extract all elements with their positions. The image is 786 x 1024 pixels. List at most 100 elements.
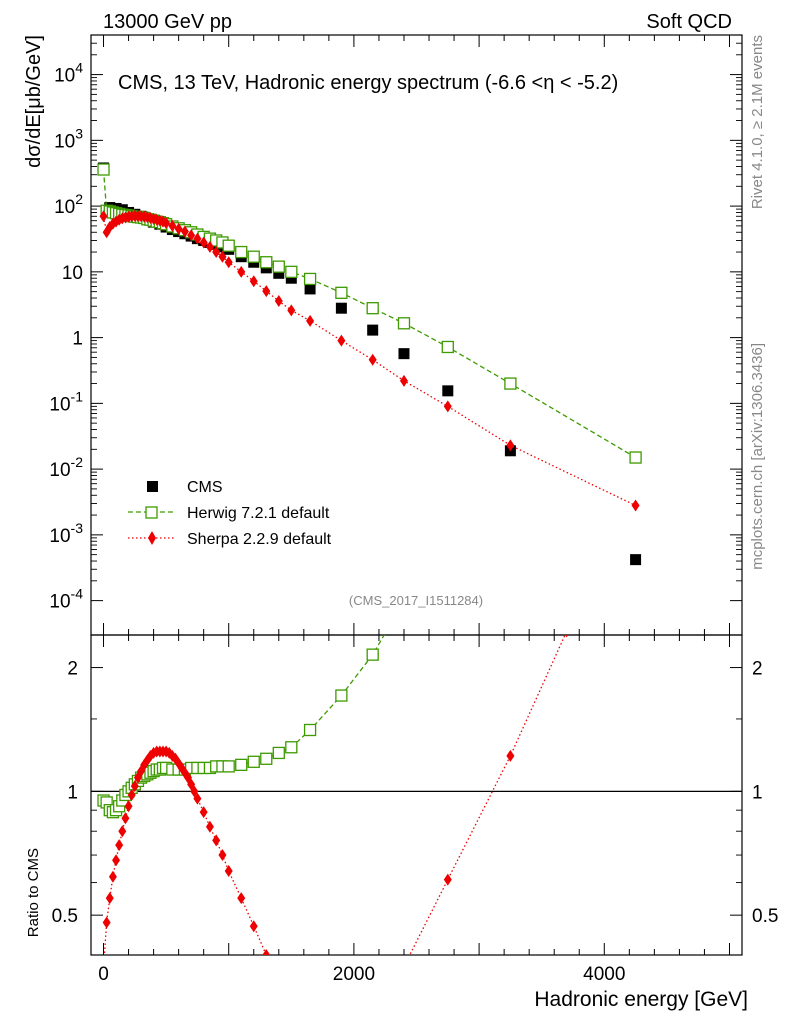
ratio-point <box>247 755 260 768</box>
legend-label-herwig: Herwig 7.2.1 default <box>187 505 330 522</box>
main-ytick-label: 10-1 <box>49 388 83 415</box>
data-point <box>222 239 235 252</box>
data-point <box>218 250 227 263</box>
main-axis-ticks: 10-4 10-3 10-2 10-1 1 10 102 103 104 <box>49 35 742 635</box>
main-plot-area <box>97 162 642 566</box>
analysis-tag: (CMS_2017_I1511284) <box>349 593 483 608</box>
data-point <box>235 245 248 259</box>
data-point <box>287 304 296 317</box>
data-point <box>212 246 221 259</box>
ratio-point <box>235 758 248 771</box>
ratio-point <box>130 780 139 793</box>
main-series-herwig <box>97 163 642 464</box>
ratio-point <box>124 800 133 813</box>
data-point <box>337 334 346 347</box>
main-ytick-label: 10 <box>62 263 83 284</box>
x-axis-label: Hadronic energy [GeV] <box>534 988 748 1011</box>
data-point <box>205 240 214 253</box>
data-point <box>274 295 283 308</box>
data-point <box>273 267 285 279</box>
ratio-point <box>224 865 233 878</box>
data-point <box>335 286 348 299</box>
x-tick-label: 2000 <box>333 964 375 985</box>
data-point <box>335 302 347 314</box>
ratio-ytick-label: 0.5 <box>52 906 78 927</box>
legend-entry-herwig: Herwig 7.2.1 default <box>128 505 330 522</box>
ratio-axis-ticks: 0.5 0.5 1 1 2 2 0 2000 4000 <box>52 635 778 985</box>
data-point <box>441 340 454 354</box>
ratio-point <box>222 760 235 773</box>
legend-marker-cms <box>147 481 158 492</box>
data-point <box>397 317 411 330</box>
data-point <box>272 260 285 273</box>
x-tick-label: 4000 <box>583 964 625 985</box>
ratio-point <box>127 788 136 801</box>
legend-label-sherpa: Sherpa 2.2.9 default <box>187 531 332 548</box>
data-point <box>224 256 233 269</box>
data-point <box>504 377 517 390</box>
data-point <box>442 385 454 397</box>
legend-entry-sherpa: Sherpa 2.2.9 default <box>128 531 332 548</box>
header-right: Soft QCD <box>646 11 732 33</box>
ratio-ytick-label-right: 1 <box>752 782 763 803</box>
main-ytick-label: 10-4 <box>49 586 83 613</box>
data-point <box>304 283 316 295</box>
ratio-point <box>105 892 114 905</box>
main-series-group <box>97 162 642 566</box>
series-line <box>408 635 566 955</box>
main-ylabel: dσ/dE[μb/GeV] <box>23 35 45 168</box>
ratio-point <box>199 806 208 819</box>
ratio-point <box>275 983 283 995</box>
data-point <box>285 272 297 284</box>
legend-entry-cms: CMS <box>147 479 223 496</box>
data-point <box>262 285 271 298</box>
ratio-ylabel: Ratio to CMS <box>25 848 42 937</box>
main-ytick-label: 1 <box>72 329 83 350</box>
data-point <box>631 499 640 512</box>
ratio-point <box>303 723 317 737</box>
ratio-point <box>212 834 221 847</box>
data-point <box>97 163 110 176</box>
ratio-point <box>565 635 569 638</box>
ratio-point <box>260 752 273 765</box>
ratio-point <box>108 870 117 883</box>
ratio-panel-frame <box>90 634 743 956</box>
ratio-point <box>249 920 258 933</box>
legend-label-cms: CMS <box>187 479 223 496</box>
data-point <box>629 451 642 464</box>
data-point <box>260 256 273 269</box>
header-left: 13000 GeV pp <box>103 11 232 33</box>
rivet-label: Rivet 4.1.0, ≥ 2.1M events <box>749 35 766 209</box>
data-point <box>199 236 208 249</box>
data-point <box>366 302 379 315</box>
ratio-ytick-label: 2 <box>67 659 78 680</box>
ratio-point <box>394 973 402 985</box>
ratio-point <box>237 892 246 905</box>
ratio-plot-area <box>91 635 742 995</box>
ratio-point <box>272 746 285 760</box>
data-point <box>303 272 317 286</box>
ratio-point <box>262 949 271 955</box>
main-ytick-label: 102 <box>54 191 83 218</box>
ratio-point <box>366 648 379 661</box>
main-ytick-label: 10-2 <box>49 454 83 481</box>
data-point <box>367 324 379 336</box>
data-point <box>399 374 408 387</box>
data-point <box>630 554 642 566</box>
ratio-series-sherpa <box>102 635 569 995</box>
ratio-point <box>193 792 202 805</box>
ratio-ytick-label: 1 <box>67 782 78 803</box>
ratio-ytick-label-right: 0.5 <box>752 906 778 927</box>
main-series-sherpa <box>99 209 640 512</box>
ratio-point <box>205 820 214 833</box>
data-point <box>306 314 315 327</box>
ratio-point <box>112 854 121 867</box>
data-point <box>162 217 171 230</box>
ratio-series-herwig <box>97 635 385 819</box>
data-point <box>193 232 202 245</box>
legend-marker-herwig <box>145 506 158 519</box>
ratio-point <box>506 749 515 762</box>
ratio-point <box>443 873 452 886</box>
ratio-ytick-label-right: 2 <box>752 659 763 680</box>
